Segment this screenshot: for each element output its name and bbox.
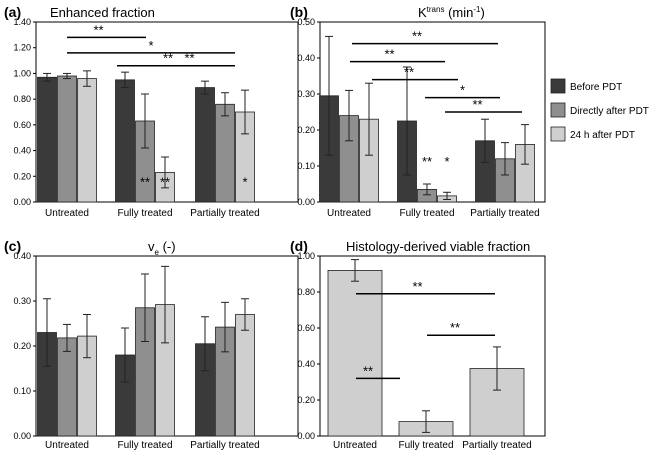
category-label: Partially treated xyxy=(462,440,531,450)
y-tick-label: 1.00 xyxy=(13,68,31,78)
y-tick-label: 0.40 xyxy=(13,251,31,261)
title-unit-superscript: -1 xyxy=(473,5,481,14)
y-tick-label: 0.60 xyxy=(13,120,31,130)
category-label: Partially treated xyxy=(470,208,539,219)
significance-label: ** xyxy=(404,65,414,80)
category-label: Partially treated xyxy=(190,208,259,219)
y-tick-label: 1.40 xyxy=(13,17,31,27)
chart-title: ve (-) xyxy=(148,239,176,257)
panel-label: (c) xyxy=(4,238,21,254)
y-tick-label: 0.00 xyxy=(13,197,31,207)
legend-label: 24 h after PDT xyxy=(570,130,635,141)
bar xyxy=(215,103,235,203)
significance-label: ** xyxy=(384,47,394,62)
y-tick-label: 1.20 xyxy=(13,43,31,53)
significance-label: ** xyxy=(472,97,482,112)
significance-label: ** xyxy=(184,51,194,66)
category-label: Fully treated xyxy=(117,440,172,450)
y-tick-label: 0.60 xyxy=(297,323,315,333)
y-tick-label: 1.00 xyxy=(297,251,315,261)
significance-label: ** xyxy=(450,320,460,335)
bar-significance-label: ** xyxy=(160,175,170,190)
significance-label: ** xyxy=(93,22,103,37)
category-label: Untreated xyxy=(327,208,371,219)
y-tick-label: 0.40 xyxy=(297,53,315,63)
chart-title: Ktrans (min-1) xyxy=(418,5,485,20)
significance-label: * xyxy=(460,83,465,98)
y-tick-label: 0.40 xyxy=(13,146,31,156)
title-subscript: e xyxy=(155,248,160,257)
bar xyxy=(57,337,77,437)
bar xyxy=(77,78,97,203)
y-tick-label: 0.00 xyxy=(13,431,31,441)
y-tick-label: 0.30 xyxy=(13,296,31,306)
category-label: Untreated xyxy=(333,440,377,450)
bar xyxy=(37,76,57,203)
legend-swatch xyxy=(550,102,566,118)
y-tick-label: 0.30 xyxy=(297,89,315,99)
y-tick-label: 0.10 xyxy=(13,386,31,396)
title-unit: (-) xyxy=(159,239,176,254)
title-superscript: trans xyxy=(427,5,445,14)
bar-significance-label: ** xyxy=(140,175,150,190)
title-close: ) xyxy=(480,5,484,20)
y-tick-label: 0.40 xyxy=(297,359,315,369)
title-symbol: K xyxy=(418,5,427,20)
y-tick-label: 0.20 xyxy=(297,395,315,405)
category-label: Partially treated xyxy=(190,440,259,450)
chart-panel: 0.00 0.10 0.20 0.30 0.40(c) ve (-) Untreated Fu… xyxy=(4,238,299,450)
bar-significance-label: * xyxy=(444,154,449,169)
panel-label: (d) xyxy=(290,238,308,254)
legend-swatch xyxy=(550,78,566,94)
y-tick-label: 0.20 xyxy=(13,171,31,181)
y-tick-label: 0.00 xyxy=(297,431,315,441)
title-symbol: v xyxy=(148,239,155,254)
significance-label: * xyxy=(148,38,153,53)
bar xyxy=(115,79,135,203)
legend: Before PDT Directly after PDT 24 h after P… xyxy=(550,78,649,142)
significance-label: ** xyxy=(412,29,422,44)
chart-panel: 0.00 0.20 0.40 0.60 0.80 1.00(d) Histology-der… xyxy=(290,238,546,450)
panel-label: (b) xyxy=(290,4,308,20)
y-tick-label: 0.50 xyxy=(297,17,315,27)
significance-label: ** xyxy=(363,363,373,378)
bar xyxy=(235,314,255,437)
legend-swatch xyxy=(550,126,566,142)
bar xyxy=(327,269,383,437)
panel-label: (a) xyxy=(4,4,21,20)
legend-label: Directly after PDT xyxy=(570,106,649,117)
y-tick-label: 0.80 xyxy=(297,287,315,297)
chart-title: Histology-derived viable fraction xyxy=(346,239,530,254)
bar-significance-label: * xyxy=(242,175,247,190)
category-label: Untreated xyxy=(45,440,89,450)
category-label: Fully treated xyxy=(398,440,453,450)
category-label: Fully treated xyxy=(117,208,172,219)
y-tick-label: 0.20 xyxy=(297,125,315,135)
category-label: Fully treated xyxy=(399,208,454,219)
chart-panel: 0.00 0.10 0.20 0.30 0.40 0.50(b) Ktrans (min-1… xyxy=(290,4,546,219)
y-tick-label: 0.20 xyxy=(13,341,31,351)
category-label: Untreated xyxy=(45,208,89,219)
y-tick-label: 0.00 xyxy=(297,197,315,207)
bar xyxy=(195,87,215,203)
legend-label: Before PDT xyxy=(570,82,622,93)
chart-panel: 0.00 0.20 0.40 0.60 0.80 1.00 1.20 1.40(a) Enhan… xyxy=(4,4,299,219)
significance-label: ** xyxy=(163,51,173,66)
bar-significance-label: ** xyxy=(422,154,432,169)
chart-title: Enhanced fraction xyxy=(50,5,155,20)
y-tick-label: 0.80 xyxy=(13,94,31,104)
title-unit: (min xyxy=(444,5,473,20)
significance-label: ** xyxy=(412,279,422,294)
bar xyxy=(57,75,77,203)
y-tick-label: 0.10 xyxy=(297,161,315,171)
